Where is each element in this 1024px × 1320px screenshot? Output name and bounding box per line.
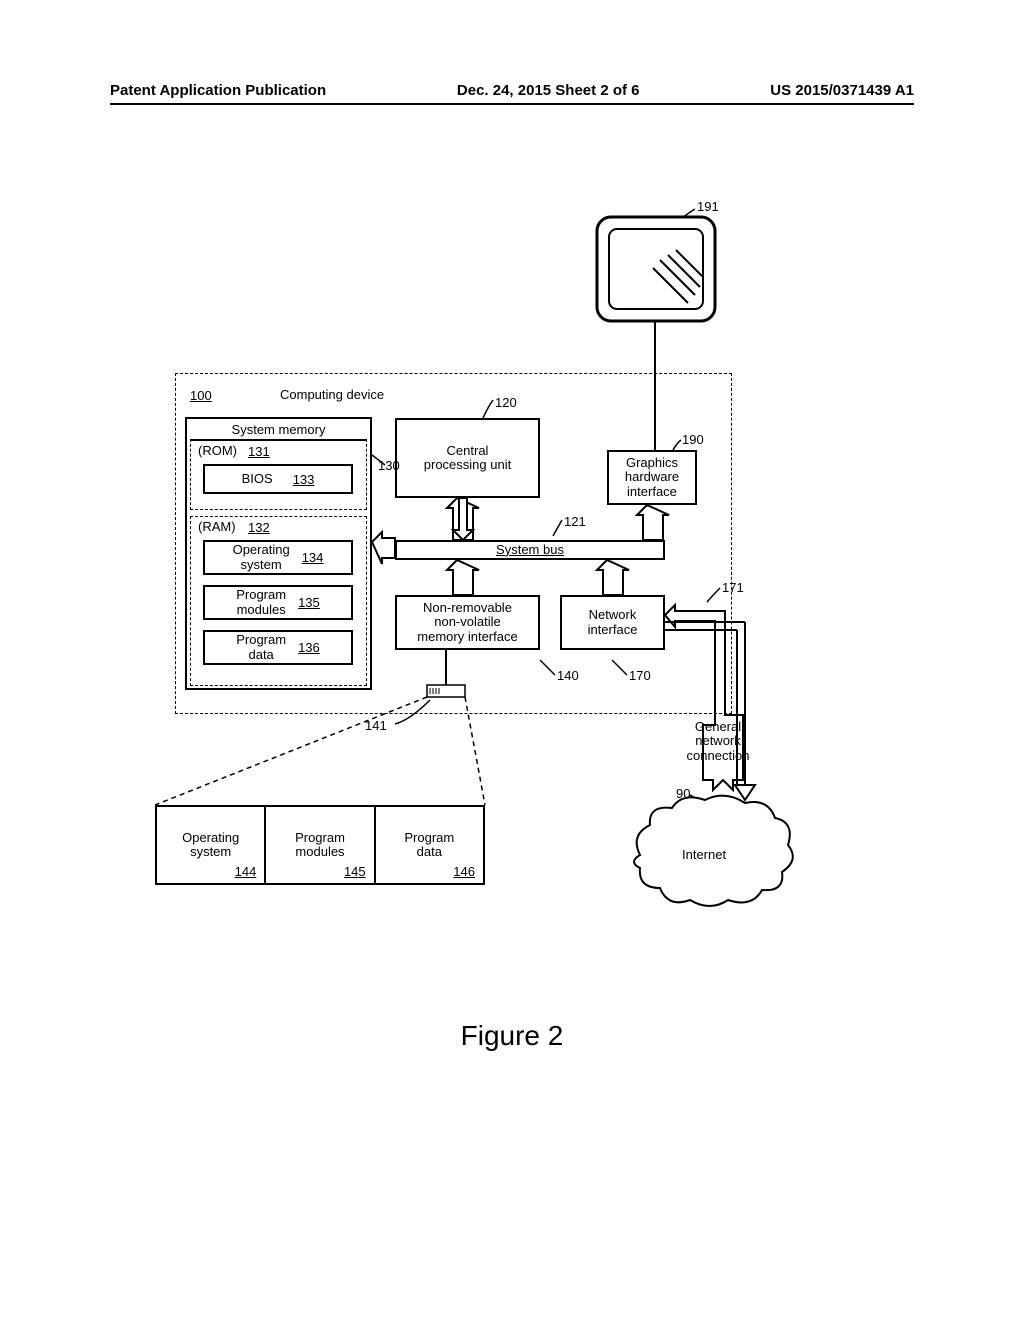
os-box: Operating system 134 [203, 540, 353, 575]
ref-120: 120 [495, 395, 517, 410]
label-os2: Operating system [182, 831, 239, 860]
ref-141: 141 [365, 718, 387, 733]
ref-136: 136 [298, 641, 320, 655]
label-pd2: Program data [404, 831, 454, 860]
label-gfx: Graphics hardware interface [625, 456, 679, 499]
label-pm: Program modules [236, 588, 286, 617]
label-nvmem: Non-removable non-volatile memory interf… [417, 601, 517, 644]
ref-133: 133 [293, 473, 315, 487]
ref-190: 190 [682, 432, 704, 447]
bios-box: BIOS 133 [203, 464, 353, 494]
gfx-box: Graphics hardware interface [607, 450, 697, 505]
label-system-bus: System bus [496, 543, 564, 557]
pd-box: Program data 136 [203, 630, 353, 665]
label-cpu: Central processing unit [424, 444, 511, 473]
ref-134: 134 [302, 551, 324, 565]
label-pm2: Program modules [295, 831, 345, 860]
label-internet: Internet [682, 848, 726, 862]
figure-caption: Figure 2 [0, 1020, 1024, 1052]
label-pd: Program data [236, 633, 286, 662]
label-bios: BIOS [242, 472, 273, 486]
ref-132: 132 [248, 520, 270, 535]
ref-146: 146 [453, 865, 475, 879]
cpu-box: Central processing unit [395, 418, 540, 498]
monitor-icon [597, 217, 715, 321]
hdd-detail-box: Operating system 144 Program modules 145… [155, 805, 485, 885]
ref-191: 191 [697, 199, 719, 214]
ref-135: 135 [298, 596, 320, 610]
label-net-conn: General network connection [668, 720, 768, 763]
netif-box: Network interface [560, 595, 665, 650]
ref-171: 171 [722, 580, 744, 595]
label-os: Operating system [233, 543, 290, 572]
page: Patent Application Publication Dec. 24, … [0, 0, 1024, 1320]
label-system-memory: System memory [187, 423, 370, 437]
label-computing-device: Computing device [280, 388, 384, 402]
ref-90: 90 [676, 786, 690, 801]
pm-box: Program modules 135 [203, 585, 353, 620]
label-netif: Network interface [588, 608, 638, 637]
ref-140: 140 [557, 668, 579, 683]
ref-170: 170 [629, 668, 651, 683]
label-ram: (RAM) [198, 520, 236, 534]
system-bus-box: System bus [395, 540, 665, 560]
ref-121: 121 [564, 514, 586, 529]
ref-130: 130 [378, 458, 400, 473]
ref-144: 144 [235, 865, 257, 879]
label-rom: (ROM) [198, 444, 237, 458]
ref-100: 100 [190, 388, 212, 403]
nvmem-box: Non-removable non-volatile memory interf… [395, 595, 540, 650]
ref-145: 145 [344, 865, 366, 879]
ref-131: 131 [248, 444, 270, 459]
